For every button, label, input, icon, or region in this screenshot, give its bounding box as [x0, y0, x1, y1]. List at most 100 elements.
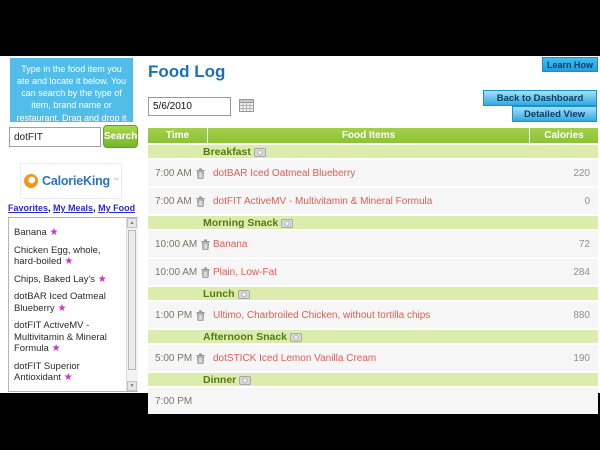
entry-time: 1:00 PM: [148, 310, 208, 321]
date-input[interactable]: [148, 97, 231, 116]
entry-calories: 284: [573, 266, 590, 278]
entry-calories: 0: [584, 195, 590, 207]
entry-food-link[interactable]: Ultimo, Charbroiled Chicken, without tor…: [213, 309, 431, 321]
trash-icon[interactable]: [196, 352, 205, 364]
page-title: Food Log: [148, 62, 226, 81]
food-entry-row: 10:00 AM Banana 72: [148, 231, 598, 257]
detailed-view-button[interactable]: Detailed View: [512, 106, 597, 122]
search-button[interactable]: Search: [103, 125, 138, 148]
meal-rows: Breakfast 7:00 AM dotBAR Iced Oatmeal Blue…: [148, 145, 598, 414]
food-search-input[interactable]: [9, 127, 101, 147]
entry-time-label: 5:00 PM: [155, 352, 193, 364]
favorite-star-icon: ★: [95, 273, 107, 285]
food-list-item[interactable]: Banana ★: [14, 227, 121, 239]
scroll-down-arrow-icon[interactable]: ▼: [127, 381, 137, 391]
entry-time-label: 10:00 AM: [155, 266, 198, 278]
meal-section-label: Dinner: [203, 373, 237, 386]
entry-food-link[interactable]: Plain, Low-Fat: [213, 266, 277, 278]
scrollbar-thumb[interactable]: [128, 230, 136, 370]
entry-food-link[interactable]: dotBAR Iced Oatmeal Blueberry: [213, 167, 356, 179]
food-entry-row: 7:00 PM: [148, 388, 598, 414]
food-item-label: dotFIT ActiveMV - Multivitamin & Mineral…: [14, 320, 107, 354]
link-my-meals[interactable]: My Meals: [53, 203, 94, 213]
favorite-star-icon: ★: [48, 343, 61, 354]
trash-icon[interactable]: [201, 266, 210, 278]
meal-section-row: Breakfast: [148, 145, 598, 158]
column-header-food-items: Food Items: [208, 128, 530, 143]
food-item-label: dotBAR Iced Oatmeal Blueberry: [14, 291, 106, 314]
food-item-label: dotSTICK Iced Lemon Vanilla Cream: [14, 390, 107, 392]
food-list-item[interactable]: dotBAR Iced Oatmeal Blueberry ★: [14, 291, 121, 314]
trash-icon[interactable]: [196, 195, 205, 207]
food-list-scrollbar[interactable]: ▲ ▼: [126, 218, 138, 391]
page-content: Type in the food item you ate and locate…: [0, 56, 600, 414]
entry-food-link[interactable]: Banana: [213, 238, 248, 250]
link-separator: ,: [93, 203, 99, 213]
trash-icon[interactable]: [196, 309, 205, 321]
food-item-label: Chips, Baked Lay's: [14, 273, 96, 285]
food-item-label: dotFIT Superior Antioxidant: [14, 360, 80, 384]
favorite-star-icon: ★: [61, 256, 74, 267]
entry-time-label: 10:00 AM: [155, 238, 198, 250]
entry-time-label: 7:00 AM: [155, 195, 192, 207]
photo-icon[interactable]: [237, 289, 250, 299]
meal-section-row: Morning Snack: [148, 216, 598, 229]
entry-time: 10:00 AM: [148, 266, 210, 278]
meal-section-row: Afternoon Snack: [148, 330, 598, 343]
table-header-row: Time Food Items Calories: [148, 128, 598, 143]
meal-section-label: Lunch: [203, 287, 235, 300]
photo-icon[interactable]: [239, 375, 252, 385]
trash-icon[interactable]: [201, 238, 210, 250]
photo-icon[interactable]: [253, 147, 266, 157]
entry-time-label: 7:00 PM: [155, 395, 193, 407]
link-separator: ,: [48, 203, 54, 213]
food-list-item[interactable]: dotFIT ActiveMV - Multivitamin & Mineral…: [14, 320, 121, 355]
learn-how-button[interactable]: Learn How: [542, 57, 598, 72]
entry-calories: 72: [578, 238, 590, 250]
entry-time-label: 1:00 PM: [155, 309, 193, 321]
column-header-calories: Calories: [544, 130, 584, 141]
food-entry-row: 7:00 AM dotFIT ActiveMV - Multivitamin & …: [148, 188, 598, 214]
calorieking-logo-icon: [23, 173, 39, 189]
column-header-time: Time: [148, 128, 208, 143]
entry-food-link[interactable]: dotFIT ActiveMV - Multivitamin & Mineral…: [213, 195, 433, 207]
entry-food-link[interactable]: dotSTICK Iced Lemon Vanilla Cream: [213, 352, 377, 364]
entry-time-label: 7:00 AM: [155, 167, 192, 179]
meal-section-row: Lunch: [148, 287, 598, 300]
food-search-results-list: Banana ★ Chicken Egg, whole, hard-boiled …: [8, 217, 138, 392]
meal-section-label: Afternoon Snack: [203, 330, 288, 343]
meal-section-label: Breakfast: [203, 145, 251, 158]
entry-time: 10:00 AM: [148, 238, 210, 250]
favorite-star-icon: ★: [61, 372, 73, 383]
entry-time: 5:00 PM: [148, 353, 208, 364]
back-to-dashboard-button[interactable]: Back to Dashboard: [483, 90, 597, 106]
entry-calories: 880: [573, 309, 590, 321]
food-entry-row: 10:00 AM Plain, Low-Fat 284: [148, 259, 598, 285]
food-list-item[interactable]: dotSTICK Iced Lemon Vanilla Cream ★: [14, 390, 121, 392]
food-log-table: Time Food Items Calories Breakfast 7:00 A…: [148, 128, 598, 414]
food-item-label: Banana: [14, 227, 47, 238]
scroll-up-arrow-icon[interactable]: ▲: [127, 218, 137, 228]
entry-calories: 190: [573, 352, 590, 364]
entry-time: 7:00 AM: [148, 196, 208, 207]
food-entry-row: 5:00 PM dotSTICK Iced Lemon Vanilla Cream…: [148, 345, 598, 371]
food-entry-row: 1:00 PM Ultimo, Charbroiled Chicken, with…: [148, 302, 598, 328]
meal-section-row: Dinner: [148, 373, 598, 386]
entry-time: 7:00 PM: [148, 396, 208, 407]
photo-icon[interactable]: [290, 332, 303, 342]
entry-time: 7:00 AM: [148, 168, 208, 179]
food-list-item[interactable]: Chips, Baked Lay's ★: [14, 274, 121, 286]
search-instructions: Type in the food item you ate and locate…: [10, 58, 133, 135]
link-my-food[interactable]: My Food: [98, 203, 136, 213]
food-list-item[interactable]: dotFIT Superior Antioxidant ★: [14, 361, 121, 384]
photo-icon[interactable]: [281, 218, 294, 228]
calorieking-logo: CalorieKing ™: [20, 163, 122, 199]
top-letterbox-bar: [0, 0, 600, 56]
food-list-item[interactable]: Chicken Egg, whole, hard-boiled ★: [14, 245, 121, 268]
calendar-icon[interactable]: [238, 98, 254, 114]
link-favorites[interactable]: Favorites: [8, 203, 49, 213]
food-entry-row: 7:00 AM dotBAR Iced Oatmeal Blueberry 220: [148, 160, 598, 186]
trash-icon[interactable]: [196, 167, 205, 179]
calorieking-logo-text: CalorieKing: [42, 174, 110, 188]
